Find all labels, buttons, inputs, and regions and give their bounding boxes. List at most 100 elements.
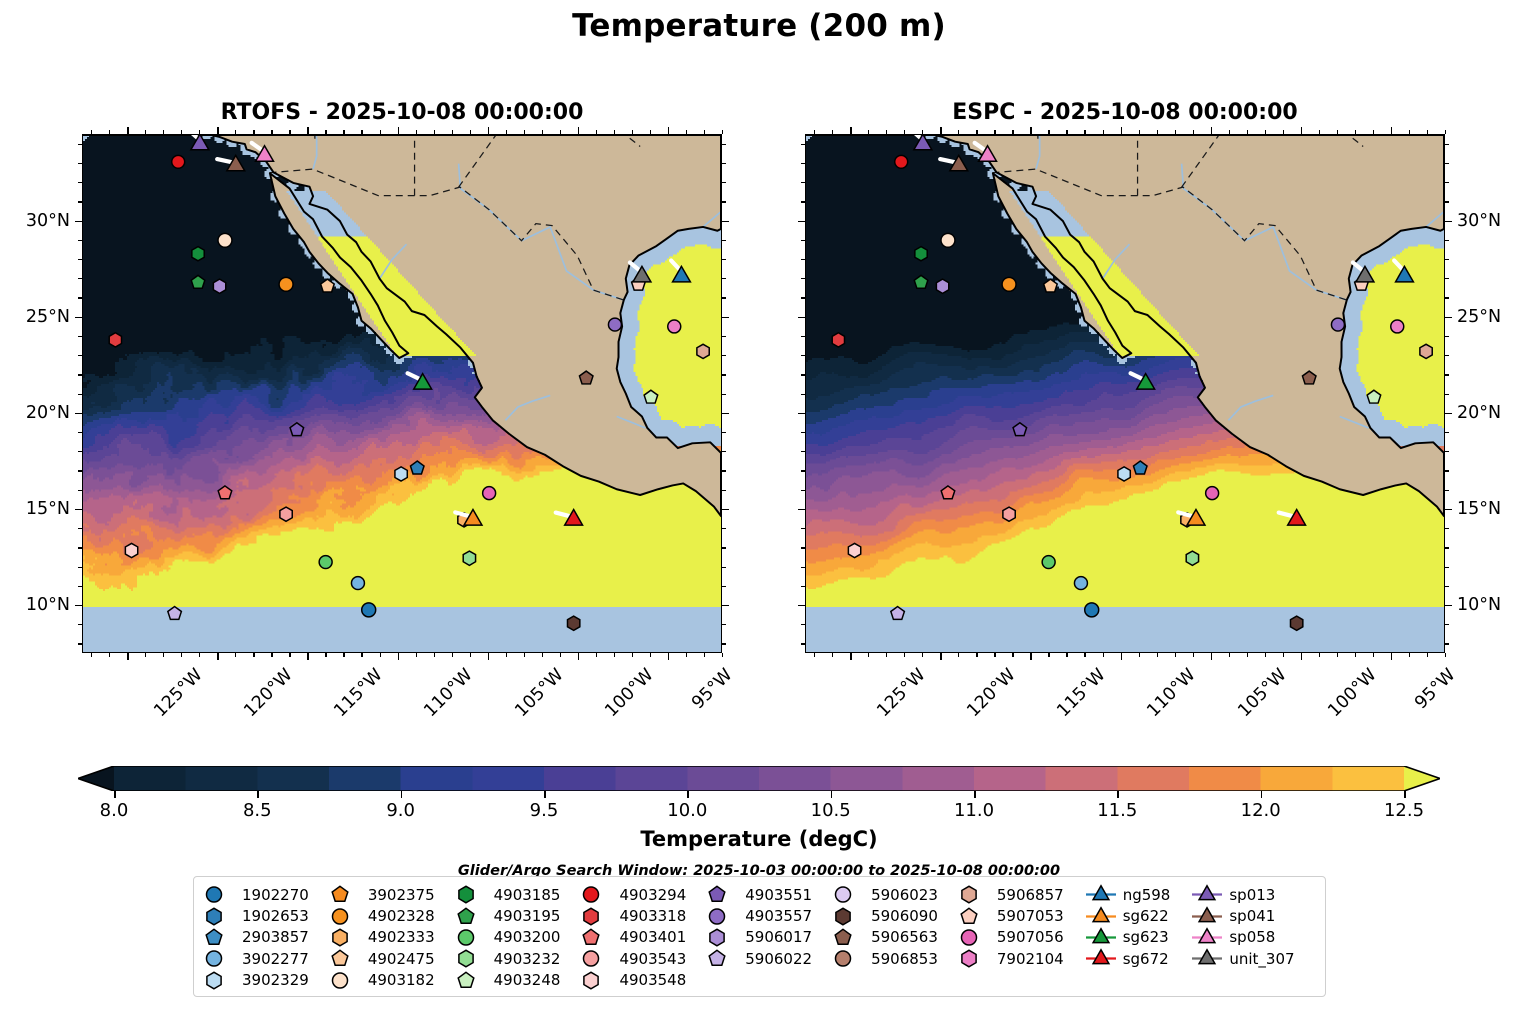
legend-item-1902653[interactable]: 1902653 [203, 905, 309, 926]
map-marker-4903248[interactable] [1367, 390, 1381, 403]
map-marker-5906022[interactable] [891, 607, 905, 620]
legend-item-4902475[interactable]: 4902475 [329, 948, 435, 969]
legend-item-sp041[interactable]: sp041 [1190, 905, 1294, 926]
legend-item-sg623[interactable]: sg623 [1084, 927, 1171, 948]
platform-markers[interactable] [806, 135, 1444, 652]
map-marker-4903401[interactable] [941, 486, 955, 499]
legend-item-4903182[interactable]: 4903182 [329, 970, 435, 991]
map-marker-1902653[interactable] [1133, 461, 1147, 474]
map-marker-4903185[interactable] [192, 247, 204, 261]
map-marker-4903294[interactable] [895, 155, 908, 168]
map-marker-4903195[interactable] [914, 275, 928, 288]
map-marker-3902277[interactable] [1074, 577, 1087, 590]
legend-item-4903557[interactable]: 4903557 [706, 905, 812, 926]
legend-item-5907056[interactable]: 5907056 [958, 927, 1064, 948]
legend-item-4903232[interactable]: 4903232 [455, 948, 561, 969]
map-marker-4903185[interactable] [915, 247, 927, 261]
map-marker-3902329[interactable] [1118, 467, 1130, 481]
legend-item-4903195[interactable]: 4903195 [455, 905, 561, 926]
legend-item-4903248[interactable]: 4903248 [455, 970, 561, 991]
map-marker-4903548[interactable] [848, 543, 860, 557]
legend-item-3902277[interactable]: 3902277 [203, 948, 309, 969]
map-marker-5906857[interactable] [697, 344, 709, 358]
map-marker-5906563[interactable] [1302, 371, 1316, 384]
map-marker-4902328[interactable] [1002, 277, 1016, 291]
map-marker-3902277[interactable] [351, 577, 364, 590]
map-marker-4903551[interactable] [290, 423, 304, 436]
map-marker-4903557[interactable] [1331, 318, 1344, 331]
map-marker-ng598[interactable] [1396, 266, 1414, 281]
map-marker-1902653[interactable] [410, 461, 424, 474]
map-marker-5906090[interactable] [1290, 616, 1302, 630]
legend-item-3902375[interactable]: 3902375 [329, 884, 435, 905]
map-marker-4903548[interactable] [125, 543, 137, 557]
legend-item-sg622[interactable]: sg622 [1084, 905, 1171, 926]
map-marker-4903232[interactable] [1186, 551, 1198, 565]
map-marker-ng598[interactable] [673, 266, 691, 281]
map-marker-7902104[interactable] [1391, 320, 1404, 333]
map-marker-4902475[interactable] [1044, 279, 1058, 292]
legend-item-1902270[interactable]: 1902270 [203, 884, 309, 905]
legend-item-4903543[interactable]: 4903543 [580, 948, 686, 969]
legend-item-5906857[interactable]: 5906857 [958, 884, 1064, 905]
map-marker-5906090[interactable] [567, 616, 579, 630]
map-marker-5906017[interactable] [936, 279, 948, 293]
legend-item-5907053[interactable]: 5907053 [958, 905, 1064, 926]
map-marker-4902475[interactable] [321, 279, 335, 292]
map-marker-4903182[interactable] [941, 233, 955, 247]
legend-item-5906023[interactable]: 5906023 [832, 884, 938, 905]
legend-item-4903551[interactable]: 4903551 [706, 884, 812, 905]
legend[interactable]: 1902270 1902653 2903857 3902277 3902329 39023… [193, 876, 1326, 997]
map-marker-1902270[interactable] [362, 603, 376, 617]
legend-item-sg672[interactable]: sg672 [1084, 948, 1171, 969]
legend-item-ng598[interactable]: ng598 [1084, 884, 1171, 905]
legend-item-4902328[interactable]: 4902328 [329, 905, 435, 926]
legend-item-4902333[interactable]: 4902333 [329, 927, 435, 948]
map-marker-5906857[interactable] [1420, 344, 1432, 358]
map-marker-5907056[interactable] [483, 487, 496, 500]
map-marker-7902104[interactable] [668, 320, 681, 333]
legend-item-3902329[interactable]: 3902329 [203, 970, 309, 991]
map-marker-4903557[interactable] [608, 318, 621, 331]
platform-markers[interactable] [83, 135, 721, 652]
map-marker-4903248[interactable] [644, 390, 658, 403]
legend-item-sp013[interactable]: sp013 [1190, 884, 1294, 905]
map-marker-4903195[interactable] [191, 275, 205, 288]
legend-item-5906022[interactable]: 5906022 [706, 948, 812, 969]
legend-item-5906563[interactable]: 5906563 [832, 927, 938, 948]
legend-item-4903185[interactable]: 4903185 [455, 884, 561, 905]
map-marker-4903318[interactable] [832, 333, 844, 347]
map-marker-5907056[interactable] [1206, 487, 1219, 500]
legend-item-unit_307[interactable]: unit_307 [1190, 948, 1294, 969]
map-panel-rtofs[interactable] [82, 134, 722, 653]
map-marker-3902329[interactable] [395, 467, 407, 481]
map-marker-4903401[interactable] [218, 486, 232, 499]
map-marker-5906022[interactable] [168, 607, 182, 620]
map-marker-5906563[interactable] [579, 371, 593, 384]
map-marker-4902328[interactable] [279, 277, 293, 291]
map-marker-4903543[interactable] [280, 507, 292, 521]
legend-item-4903548[interactable]: 4903548 [580, 970, 686, 991]
legend-item-4903200[interactable]: 4903200 [455, 927, 561, 948]
legend-item-5906090[interactable]: 5906090 [832, 905, 938, 926]
legend-item-4903318[interactable]: 4903318 [580, 905, 686, 926]
map-marker-4903551[interactable] [1013, 423, 1027, 436]
map-marker-4903232[interactable] [463, 551, 475, 565]
map-marker-4903200[interactable] [1042, 556, 1055, 569]
map-marker-4903182[interactable] [218, 233, 232, 247]
legend-item-4903294[interactable]: 4903294 [580, 884, 686, 905]
map-marker-4903294[interactable] [172, 155, 185, 168]
legend-item-5906853[interactable]: 5906853 [832, 948, 938, 969]
map-marker-1902270[interactable] [1085, 603, 1099, 617]
map-marker-5906017[interactable] [213, 279, 225, 293]
map-marker-4903543[interactable] [1003, 507, 1015, 521]
legend-item-7902104[interactable]: 7902104 [958, 948, 1064, 969]
map-panel-espc[interactable] [805, 134, 1445, 653]
map-marker-4903318[interactable] [109, 333, 121, 347]
legend-item-sp058[interactable]: sp058 [1190, 927, 1294, 948]
legend-item-2903857[interactable]: 2903857 [203, 927, 309, 948]
map-marker-4903200[interactable] [319, 556, 332, 569]
legend-item-4903401[interactable]: 4903401 [580, 927, 686, 948]
legend-item-5906017[interactable]: 5906017 [706, 927, 812, 948]
colorbar[interactable] [78, 766, 1440, 791]
